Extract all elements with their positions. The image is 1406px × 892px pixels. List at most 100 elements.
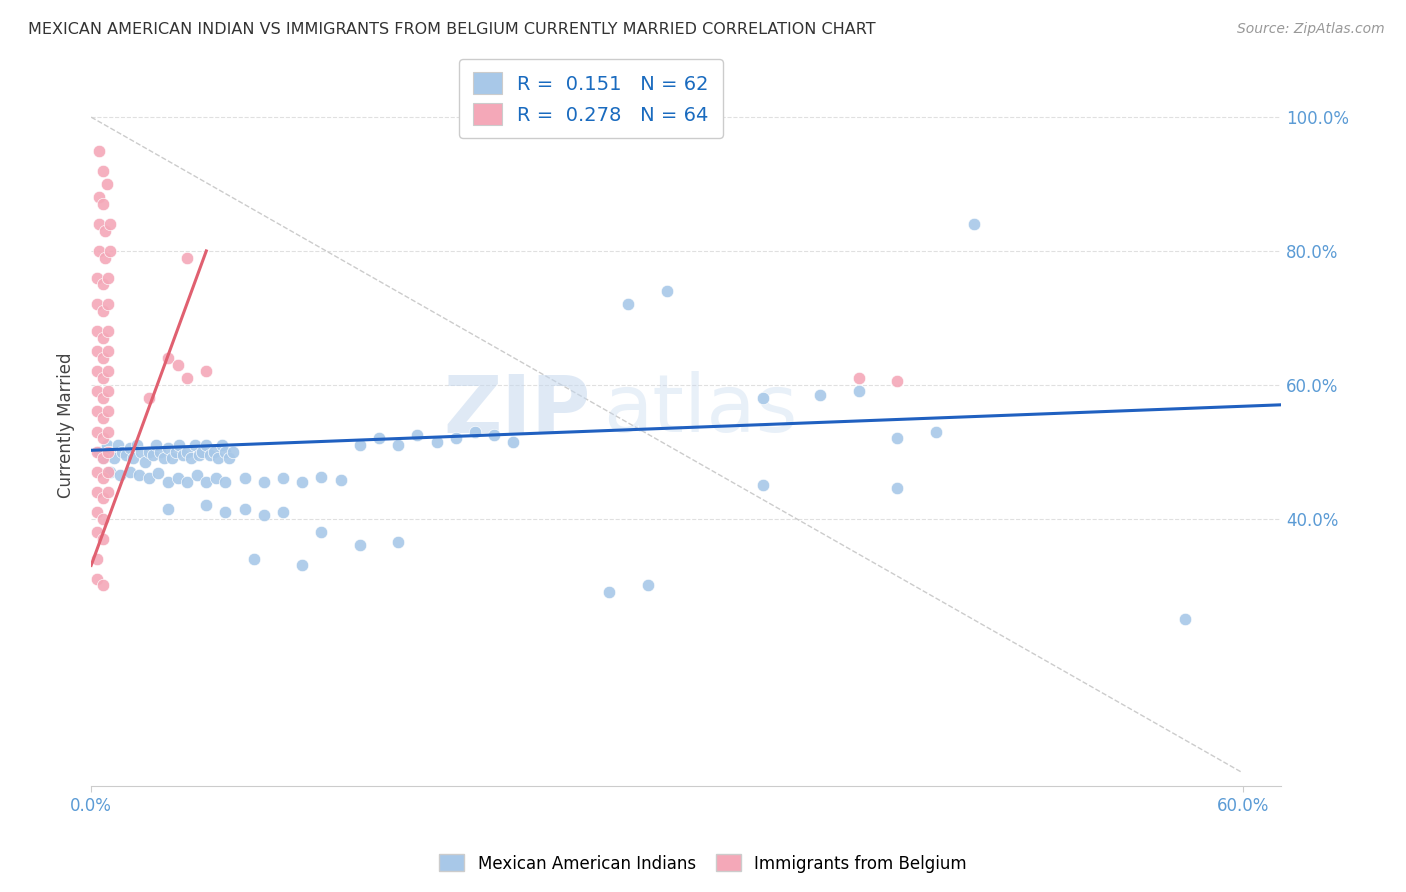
Point <box>963 217 986 231</box>
Point <box>97 484 120 499</box>
Text: atlas: atlas <box>603 371 797 450</box>
Point <box>176 371 198 385</box>
Text: ZIP: ZIP <box>444 371 591 450</box>
Point <box>482 428 505 442</box>
Point <box>233 501 256 516</box>
Point <box>184 438 207 452</box>
Point <box>222 444 245 458</box>
Point <box>103 451 125 466</box>
Point <box>107 438 129 452</box>
Point <box>387 438 409 452</box>
Point <box>464 425 486 439</box>
Point <box>886 375 908 389</box>
Point <box>97 444 120 458</box>
Point <box>243 551 266 566</box>
Point <box>349 538 371 552</box>
Point <box>97 465 120 479</box>
Point <box>211 438 233 452</box>
Point <box>166 471 188 485</box>
Text: Source: ZipAtlas.com: Source: ZipAtlas.com <box>1237 22 1385 37</box>
Point <box>91 532 114 546</box>
Point <box>752 391 775 405</box>
Point <box>886 431 908 445</box>
Point <box>176 444 198 458</box>
Point <box>156 351 179 365</box>
Point <box>218 451 240 466</box>
Point <box>134 455 156 469</box>
Point <box>127 438 149 452</box>
Point <box>86 297 108 311</box>
Point <box>86 465 108 479</box>
Point <box>97 270 120 285</box>
Point <box>808 388 831 402</box>
Point <box>195 438 218 452</box>
Point <box>138 444 160 458</box>
Point <box>426 434 449 449</box>
Point <box>87 144 110 158</box>
Y-axis label: Currently Married: Currently Married <box>58 352 75 498</box>
Point <box>191 444 214 458</box>
Point <box>187 448 209 462</box>
Point <box>311 470 333 484</box>
Point <box>368 431 391 445</box>
Point <box>195 475 218 489</box>
Point <box>253 508 276 523</box>
Point <box>156 475 179 489</box>
Point <box>617 297 640 311</box>
Point <box>253 475 276 489</box>
Point <box>205 471 228 485</box>
Point <box>98 465 121 479</box>
Point <box>148 466 170 480</box>
Point <box>311 524 333 539</box>
Point <box>86 344 108 359</box>
Point <box>138 391 160 405</box>
Point <box>118 442 141 456</box>
Point <box>186 468 208 483</box>
Point <box>91 491 114 506</box>
Point <box>87 190 110 204</box>
Point <box>387 535 409 549</box>
Point <box>91 331 114 345</box>
Point <box>655 284 678 298</box>
Point <box>502 434 524 449</box>
Point <box>195 364 218 378</box>
Point <box>97 364 120 378</box>
Point <box>91 451 114 466</box>
Point <box>98 244 121 258</box>
Point <box>91 578 114 592</box>
Point <box>924 425 946 439</box>
Point <box>91 351 114 365</box>
Point <box>406 428 429 442</box>
Point <box>176 475 198 489</box>
Point <box>98 444 121 458</box>
Point <box>86 572 108 586</box>
Text: MEXICAN AMERICAN INDIAN VS IMMIGRANTS FROM BELGIUM CURRENTLY MARRIED CORRELATION: MEXICAN AMERICAN INDIAN VS IMMIGRANTS FR… <box>28 22 876 37</box>
Point <box>86 425 108 439</box>
Point <box>149 444 172 458</box>
Point <box>111 444 134 458</box>
Point <box>91 371 114 385</box>
Point <box>156 442 179 456</box>
Point <box>97 324 120 338</box>
Point <box>91 451 114 466</box>
Point <box>96 438 118 452</box>
Point <box>87 244 110 258</box>
Point <box>91 163 114 178</box>
Point <box>233 471 256 485</box>
Point <box>97 344 120 359</box>
Point <box>848 371 870 385</box>
Point <box>180 451 202 466</box>
Point <box>86 505 108 519</box>
Point <box>97 425 120 439</box>
Point <box>160 451 183 466</box>
Point <box>165 444 187 458</box>
Point <box>271 505 294 519</box>
Point <box>97 297 120 311</box>
Point <box>86 270 108 285</box>
Point <box>128 468 150 483</box>
Point <box>114 448 136 462</box>
Point <box>96 177 118 191</box>
Point <box>91 431 114 445</box>
Point <box>97 404 120 418</box>
Point <box>97 384 120 399</box>
